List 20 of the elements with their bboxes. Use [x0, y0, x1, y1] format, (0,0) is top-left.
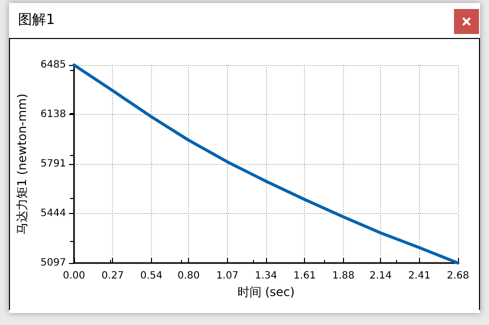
x-tick-label: 1.34: [254, 270, 278, 282]
x-tick-label: 0.80: [177, 270, 200, 282]
y-tick-label: 5791: [40, 158, 66, 170]
y-tick-label: 6138: [40, 109, 66, 120]
y-tick-label: 6485: [40, 60, 66, 70]
x-tick-label: 0.27: [102, 270, 124, 282]
x-tick-label: 2.68: [446, 270, 470, 282]
line-series: [72, 64, 460, 264]
x-tick-label: 2.14: [369, 270, 392, 282]
x-tick-label: 0.00: [62, 270, 86, 282]
x-tick-label: 1.88: [332, 270, 355, 282]
y-tick-label: 5097: [40, 258, 66, 268]
y-tick-label: 5444: [40, 208, 66, 219]
x-tick-label: 1.07: [216, 270, 238, 282]
chart-title: 图解1: [18, 11, 55, 30]
x-axis-title: 时间 (sec): [237, 284, 295, 299]
x-tick-label: 0.54: [140, 270, 163, 282]
x-tick-label: 2.41: [408, 270, 430, 282]
x-tick-label: 1.61: [294, 270, 316, 282]
y-axis-title: 马达力矩1 (newton-mm): [15, 94, 29, 234]
